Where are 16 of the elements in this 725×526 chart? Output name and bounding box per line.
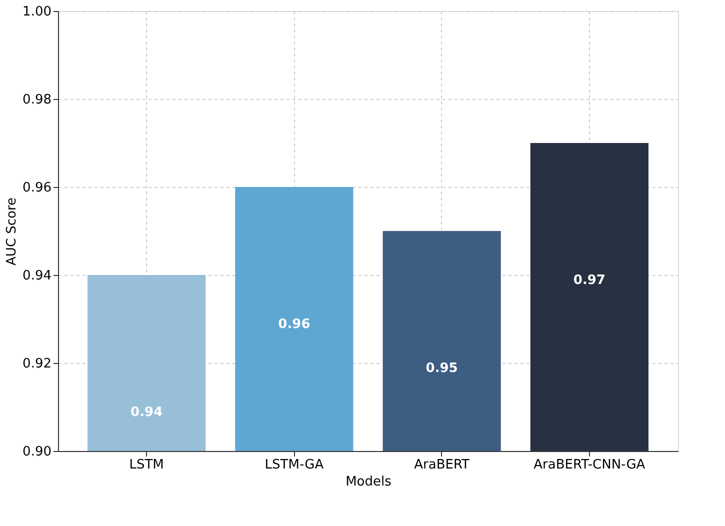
data-label: 0.94	[130, 405, 163, 420]
y-tick-label: 1.00	[22, 4, 52, 20]
y-tick-label: 0.92	[22, 356, 52, 372]
y-tick-label: 0.90	[22, 444, 52, 460]
x-tick-label: AraBERT-CNN-GA	[534, 458, 646, 472]
data-label: 0.96	[278, 317, 310, 332]
x-tick-label: LSTM-GA	[264, 458, 324, 472]
y-tick-label: 0.98	[22, 92, 52, 108]
x-axis-title: Models	[346, 474, 392, 490]
data-label: 0.97	[573, 273, 606, 288]
y-tick-label: 0.96	[22, 180, 52, 196]
y-tick-label: 0.94	[22, 268, 52, 284]
data-label: 0.95	[426, 361, 458, 376]
x-tick-label: AraBERT	[414, 458, 470, 472]
x-tick-label: LSTM	[129, 458, 164, 472]
y-axis-title: AUC Score	[4, 197, 20, 266]
